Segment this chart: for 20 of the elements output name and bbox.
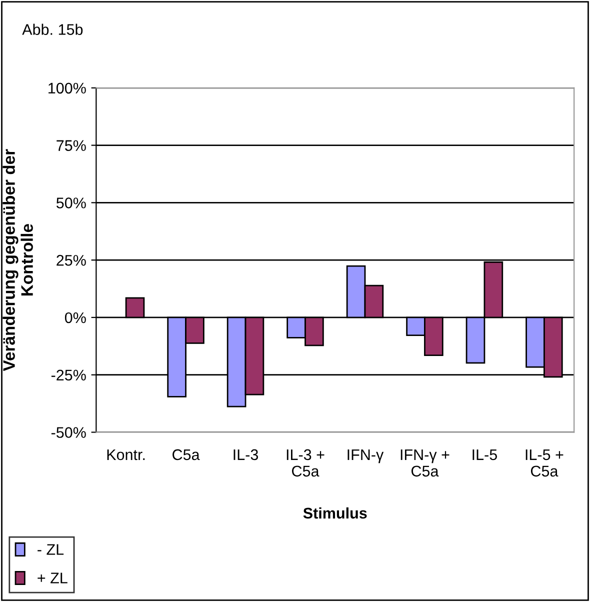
x-tick-label: IL-5 + C5a (526, 449, 564, 477)
y-tick-label: 50% (56, 198, 86, 208)
x-tick-label: Kontr. (107, 449, 145, 460)
x-tick-label: IFN-γ (348, 449, 384, 464)
x-tick-label: IL-3 + C5a (286, 449, 324, 477)
legend-label: + ZL (38, 572, 68, 584)
x-tick-label: IFN-γ + C5a (400, 449, 450, 477)
y-tick-label: 0% (64, 312, 86, 324)
y-tick-label: -50% (51, 427, 86, 438)
x-axis-title: Stimulus (303, 507, 367, 519)
y-tick-label: 25% (56, 254, 86, 266)
x-tick-label: C5a (172, 449, 200, 460)
y-tick-label: -25% (51, 370, 86, 381)
y-tick-label: 100% (48, 82, 86, 94)
x-tick-label: IL-3 (234, 449, 258, 460)
y-axis-title: Veränderung gegenüber der Kontrolle (2, 149, 33, 372)
y-tick-label: 75% (56, 140, 86, 151)
legend-label: - ZL (38, 544, 64, 555)
chart-title: Abb. 15b (22, 24, 83, 35)
x-tick-label: IL-5 (472, 449, 497, 460)
